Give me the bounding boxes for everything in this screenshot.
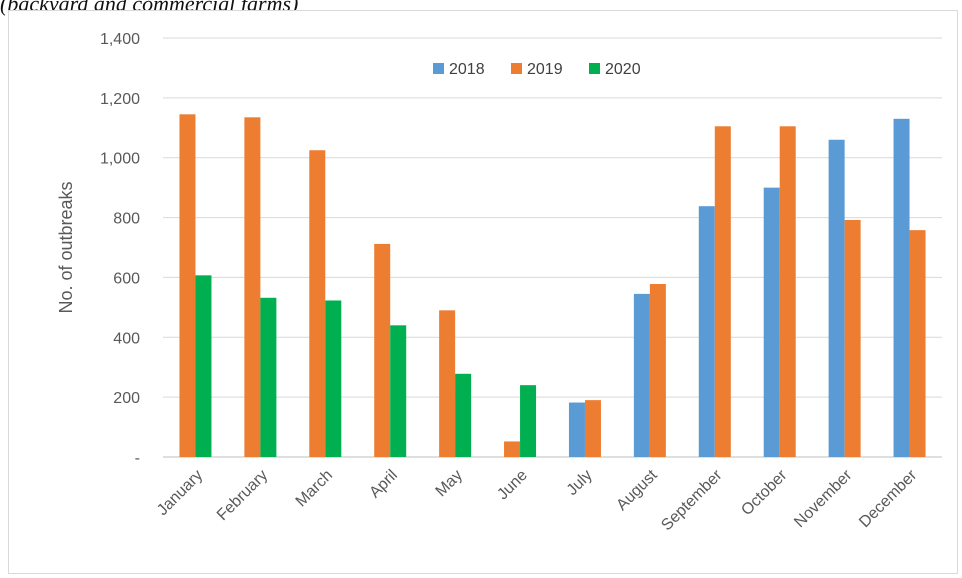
x-tick-labels: January February March April May June July Augu… xyxy=(154,466,921,534)
x-tick-label: October xyxy=(738,466,791,519)
bar-2018-december xyxy=(893,118,910,458)
bar-2018-september xyxy=(698,206,715,457)
x-tick-label: December xyxy=(856,466,921,531)
bar-2018-november xyxy=(828,139,845,457)
y-tick-label: 400 xyxy=(113,330,140,347)
legend: 2018 2019 2020 xyxy=(433,61,641,78)
x-tick-label: April xyxy=(366,467,401,502)
x-tick-label: February xyxy=(214,467,271,524)
x-tick-label: January xyxy=(154,467,206,519)
x-tick-label: July xyxy=(564,467,596,499)
bar-2018-august xyxy=(633,293,650,457)
gridlines xyxy=(163,37,942,458)
x-tick-label: June xyxy=(494,467,531,504)
legend-label-2020: 2020 xyxy=(605,61,641,78)
bar-2019-july xyxy=(584,400,601,457)
y-tick-label: 600 xyxy=(113,270,140,287)
x-tick-label: March xyxy=(293,467,336,510)
y-tick-label: 1,400 xyxy=(100,31,140,48)
y-tick-label: 1,200 xyxy=(100,91,140,108)
bar-2020-june xyxy=(520,385,537,457)
bar-2019-june xyxy=(504,441,521,457)
bar-2018-october xyxy=(763,187,780,457)
bar-2018-july xyxy=(568,402,585,457)
bars xyxy=(179,114,926,458)
legend-swatch-2020 xyxy=(589,63,600,74)
bar-2019-february xyxy=(244,117,261,457)
chart-frame xyxy=(8,10,958,574)
bar-2019-january xyxy=(179,114,196,457)
bar-2020-may xyxy=(455,373,472,457)
legend-swatch-2019 xyxy=(511,63,522,74)
y-axis-label: No. of outbreaks xyxy=(56,181,76,313)
x-tick-label: September xyxy=(658,466,726,534)
y-tick-label: 800 xyxy=(113,211,140,228)
bar-2020-january xyxy=(195,275,212,457)
legend-label-2018: 2018 xyxy=(449,61,485,78)
x-tick-label: November xyxy=(791,466,856,531)
legend-label-2019: 2019 xyxy=(527,61,563,78)
y-tick-label: 200 xyxy=(113,390,140,407)
legend-swatch-2018 xyxy=(433,63,444,74)
bar-2019-november xyxy=(844,219,861,457)
bar-2019-october xyxy=(779,126,796,458)
bar-2019-august xyxy=(649,284,666,457)
bar-2019-march xyxy=(309,150,326,457)
bar-2020-march xyxy=(325,300,342,457)
bar-2019-april xyxy=(374,243,391,457)
x-tick-label: May xyxy=(433,467,466,500)
bar-2019-may xyxy=(439,310,456,457)
y-tick-label: - xyxy=(135,450,140,467)
bar-2019-september xyxy=(714,126,731,458)
y-tick-label: 1,000 xyxy=(100,151,140,168)
bar-2019-december xyxy=(909,230,926,457)
bar-2020-april xyxy=(390,325,407,457)
y-tick-labels: - 200 400 600 800 1,000 1,200 1,400 xyxy=(100,31,140,467)
x-tick-label: August xyxy=(613,466,661,514)
bar-2020-february xyxy=(260,297,277,457)
